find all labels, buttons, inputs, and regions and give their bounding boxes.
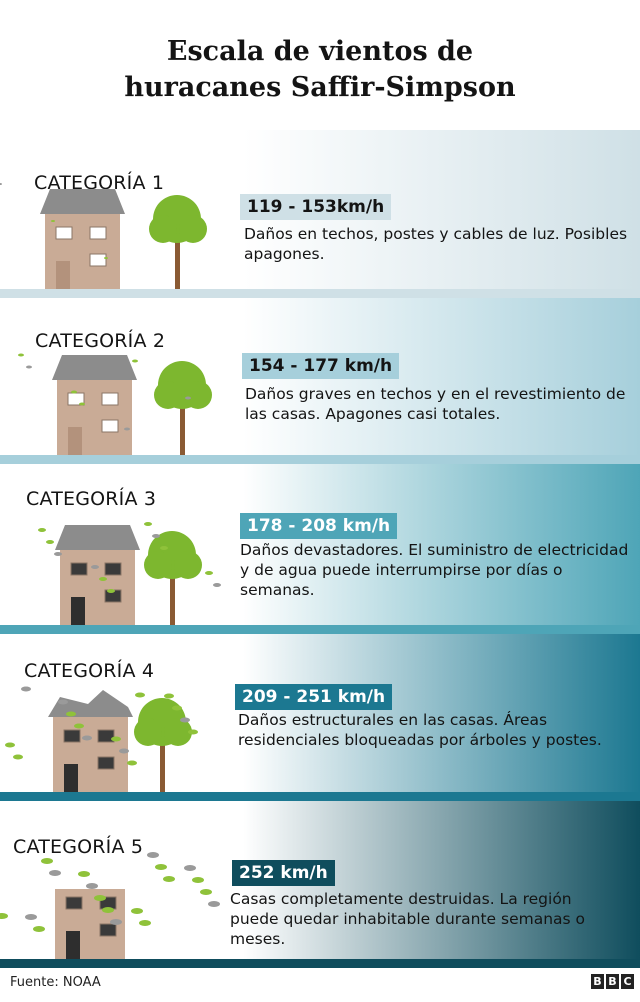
- wind-speed-badge: 119 - 153km/h: [240, 194, 392, 220]
- damage-description: Daños graves en techos y en el revestimi…: [245, 385, 626, 423]
- house-and-tree-illustration: [0, 183, 207, 289]
- debris-icon: [38, 522, 221, 593]
- damage-description: Daños estructurales en las casas. Áreas …: [238, 711, 602, 749]
- debris-icon: [0, 183, 108, 259]
- ground-strip: [0, 792, 640, 801]
- wind-speed-badge: 252 km/h: [232, 860, 335, 886]
- house-and-tree-illustration: [38, 522, 221, 625]
- tree-icon: [154, 361, 212, 455]
- category-label: CATEGORÍA 4: [24, 660, 155, 682]
- ground-strip: [0, 959, 640, 968]
- title-line-2: huracanes Saffir-Simpson: [124, 72, 516, 103]
- category-label: CATEGORÍA 2: [35, 330, 166, 352]
- house-icon: [52, 355, 137, 455]
- house-and-tree-illustration: [18, 353, 212, 455]
- house-icon: [55, 889, 125, 959]
- debris-icon: [5, 686, 198, 766]
- wind-speed-badge: 178 - 208 km/h: [240, 513, 398, 539]
- category-label: CATEGORÍA 1: [34, 172, 165, 194]
- house-icon: [40, 189, 125, 289]
- house-and-tree-illustration: [5, 686, 198, 792]
- category-label: CATEGORÍA 3: [26, 488, 157, 510]
- category-label: CATEGORÍA 5: [13, 836, 144, 858]
- house-and-tree-illustration: [0, 852, 220, 959]
- debris-icon: [0, 852, 220, 932]
- damage-description: Casas completamente destruidas. La regió…: [230, 890, 586, 948]
- tree-icon: [144, 531, 202, 625]
- house-icon: [55, 525, 140, 625]
- source-label: Fuente: NOAA: [10, 975, 101, 990]
- page-title: Escala de vientos de huracanes Saffir-Si…: [0, 34, 640, 106]
- wind-speed-badge: 154 - 177 km/h: [242, 353, 400, 379]
- ground-strip: [0, 625, 640, 634]
- title-line-1: Escala de vientos de: [166, 36, 474, 67]
- house-icon: [48, 690, 133, 792]
- damage-description: Daños devastadores. El suministro de ele…: [240, 541, 629, 599]
- ground-strip: [0, 289, 640, 298]
- ground-strip: [0, 455, 640, 464]
- tree-icon: [149, 195, 207, 289]
- debris-icon: [18, 353, 191, 431]
- wind-speed-badge: 209 - 251 km/h: [235, 684, 393, 710]
- tree-icon: [134, 698, 192, 792]
- damage-description: Daños en techos, postes y cables de luz.…: [244, 225, 628, 263]
